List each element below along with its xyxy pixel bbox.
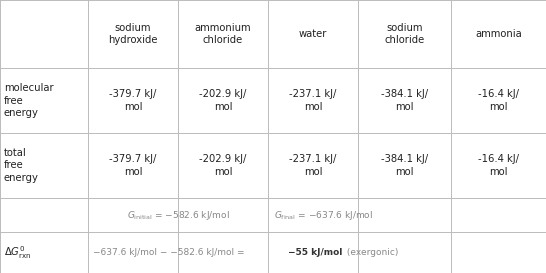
Text: total
free
energy: total free energy (4, 148, 39, 183)
Text: -16.4 kJ/
mol: -16.4 kJ/ mol (478, 89, 519, 112)
Text: molecular
free
energy: molecular free energy (4, 83, 54, 118)
Text: −55 kJ/mol: −55 kJ/mol (288, 248, 342, 257)
Text: water: water (299, 29, 327, 39)
Text: sodium
chloride: sodium chloride (384, 23, 425, 45)
Text: -379.7 kJ/
mol: -379.7 kJ/ mol (109, 89, 157, 112)
Text: sodium
hydroxide: sodium hydroxide (108, 23, 158, 45)
Text: -202.9 kJ/
mol: -202.9 kJ/ mol (199, 154, 247, 177)
Text: -379.7 kJ/
mol: -379.7 kJ/ mol (109, 154, 157, 177)
Text: -16.4 kJ/
mol: -16.4 kJ/ mol (478, 154, 519, 177)
Text: ammonium
chloride: ammonium chloride (195, 23, 251, 45)
Text: -237.1 kJ/
mol: -237.1 kJ/ mol (289, 154, 337, 177)
Text: $G_\mathrm{final}$ = −637.6 kJ/mol: $G_\mathrm{final}$ = −637.6 kJ/mol (274, 209, 373, 221)
Text: (exergonic): (exergonic) (344, 248, 399, 257)
Text: -202.9 kJ/
mol: -202.9 kJ/ mol (199, 89, 247, 112)
Text: -237.1 kJ/
mol: -237.1 kJ/ mol (289, 89, 337, 112)
Text: ammonia: ammonia (475, 29, 522, 39)
Text: -384.1 kJ/
mol: -384.1 kJ/ mol (381, 89, 428, 112)
Text: $G_\mathrm{initial}$ = −582.6 kJ/mol: $G_\mathrm{initial}$ = −582.6 kJ/mol (127, 209, 229, 221)
Text: -384.1 kJ/
mol: -384.1 kJ/ mol (381, 154, 428, 177)
Text: −637.6 kJ/mol − −582.6 kJ/mol =: −637.6 kJ/mol − −582.6 kJ/mol = (93, 248, 247, 257)
Text: $\Delta G^0_\mathrm{rxn}$: $\Delta G^0_\mathrm{rxn}$ (4, 244, 32, 261)
